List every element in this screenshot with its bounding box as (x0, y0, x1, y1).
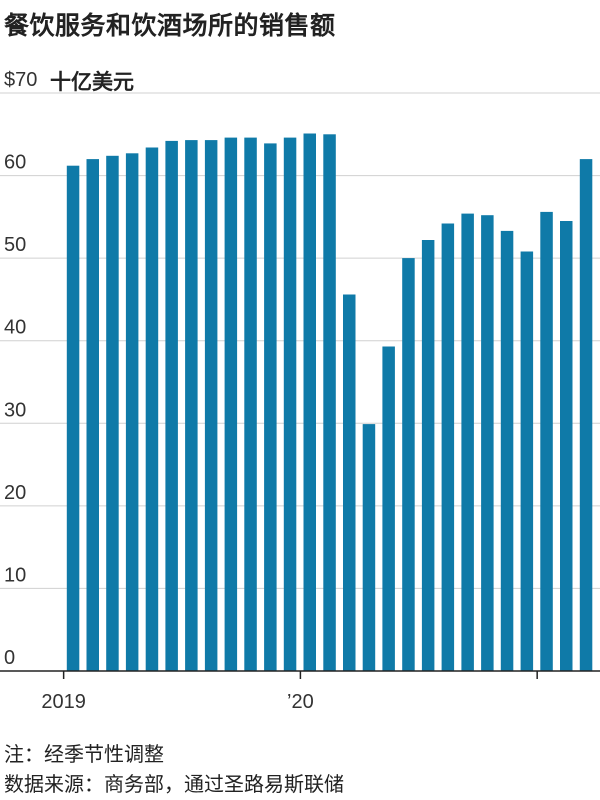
bar[interactable] (106, 155, 119, 672)
bar[interactable] (402, 258, 415, 671)
bar[interactable] (283, 137, 297, 672)
bar-chart: 0 10 20 30 40 50 60 $70 2019 ’20 (0, 69, 600, 713)
footnote-seasonal: 注：经季节性调整 (4, 742, 164, 766)
bar[interactable] (343, 294, 356, 672)
x-tick-label: ’20 (287, 691, 314, 713)
bar[interactable] (382, 346, 395, 672)
y-tick-label: 0 (4, 647, 15, 669)
bar[interactable] (461, 213, 474, 671)
bar[interactable] (264, 143, 277, 671)
y-tick-label: $70 (4, 69, 37, 91)
bar[interactable] (86, 159, 100, 671)
footnote-source: 数据来源：商务部，通过圣路易斯联储 (4, 772, 344, 796)
bar[interactable] (540, 211, 553, 671)
bar[interactable] (185, 140, 198, 672)
bar[interactable] (560, 221, 573, 671)
bar[interactable] (244, 137, 257, 672)
bar[interactable] (145, 147, 159, 672)
bar[interactable] (520, 251, 534, 672)
bar[interactable] (362, 424, 376, 671)
bar[interactable] (66, 165, 80, 671)
bar[interactable] (500, 230, 514, 671)
bar[interactable] (579, 159, 593, 671)
bar[interactable] (481, 215, 494, 671)
x-tick-label: 2019 (41, 691, 86, 713)
y-tick-label: 20 (4, 482, 26, 504)
y-tick-label: 10 (4, 564, 26, 586)
bar[interactable] (441, 223, 455, 672)
y-tick-label: 60 (4, 152, 26, 174)
y-tick-label: 30 (4, 399, 26, 421)
bar[interactable] (323, 134, 336, 672)
bar[interactable] (224, 137, 238, 672)
y-tick-label: 50 (4, 234, 26, 256)
y-tick-label: 40 (4, 317, 26, 339)
unit-label: 十亿美元 (50, 70, 134, 94)
chart-title: 餐饮服务和饮酒场所的销售额 (4, 11, 336, 40)
bar[interactable] (125, 153, 139, 672)
bar[interactable] (421, 240, 435, 671)
bar[interactable] (303, 133, 317, 672)
bar[interactable] (204, 140, 218, 672)
bar[interactable] (165, 140, 178, 671)
